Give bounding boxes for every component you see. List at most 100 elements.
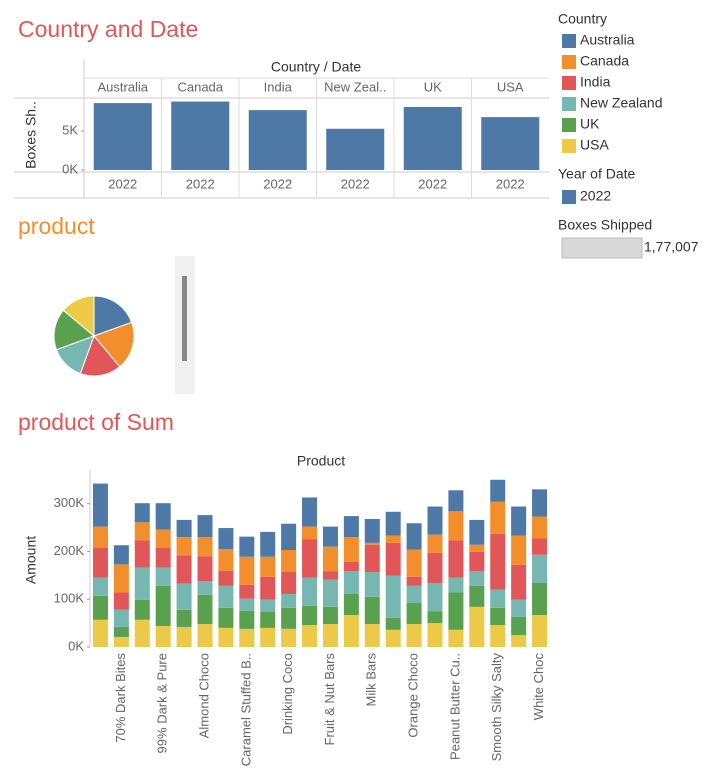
bar-segment bbox=[197, 594, 213, 625]
bar-segment bbox=[218, 585, 234, 608]
legend-label: UK bbox=[580, 116, 600, 132]
bar-segment bbox=[155, 567, 171, 586]
legend-swatch bbox=[562, 118, 576, 132]
bar-segment bbox=[113, 564, 129, 593]
bar-segment bbox=[239, 584, 255, 599]
bar-segment bbox=[469, 519, 485, 545]
pane-header: Canada bbox=[177, 79, 223, 94]
legend-label: 2022 bbox=[580, 188, 611, 204]
bar-segment bbox=[448, 592, 464, 630]
bar-segment bbox=[239, 628, 255, 647]
bar-segment bbox=[385, 617, 401, 630]
pane-header: UK bbox=[424, 79, 442, 94]
legend-label: Australia bbox=[580, 32, 635, 48]
bar-segment bbox=[511, 564, 527, 600]
bar-segment bbox=[281, 571, 297, 594]
bar-segment bbox=[260, 599, 276, 612]
bar-segment bbox=[406, 549, 422, 577]
chart-title: product of Sum bbox=[18, 409, 174, 435]
legend-title: Year of Date bbox=[558, 166, 636, 182]
y-tick-label: 5K bbox=[62, 123, 78, 138]
bar-segment bbox=[197, 624, 213, 647]
bar-segment bbox=[155, 547, 171, 568]
bar-segment bbox=[343, 561, 359, 572]
bar-segment bbox=[490, 607, 506, 626]
bar-segment bbox=[113, 636, 129, 647]
column-header: Country / Date bbox=[271, 59, 361, 75]
filter-title: Boxes Shipped bbox=[558, 217, 652, 233]
bar-segment bbox=[448, 511, 464, 541]
pane-header: New Zeal.. bbox=[324, 79, 386, 94]
bar-segment bbox=[197, 515, 213, 538]
x-tick-label: Almond Choco bbox=[196, 653, 211, 738]
y-tick-label: 300K bbox=[54, 495, 85, 510]
bar-segment bbox=[532, 489, 548, 517]
filter-value: 1,77,007 bbox=[644, 239, 699, 255]
bar-segment bbox=[448, 490, 464, 512]
bar-segment bbox=[322, 624, 338, 647]
range-slider[interactable] bbox=[561, 237, 643, 259]
bar-segment bbox=[92, 595, 108, 620]
bar-segment bbox=[511, 506, 527, 536]
bar-segment bbox=[385, 629, 401, 647]
bar-segment bbox=[281, 607, 297, 629]
bar-segment bbox=[176, 519, 192, 538]
bar-segment bbox=[364, 518, 380, 543]
legend-title: Country bbox=[558, 11, 607, 27]
x-tick-label: Fruit & Nut Bars bbox=[322, 653, 337, 746]
bar-segment bbox=[218, 571, 234, 586]
bar-segment bbox=[490, 533, 506, 590]
bar-segment bbox=[239, 556, 255, 585]
bar-segment bbox=[511, 635, 527, 647]
bar-segment bbox=[176, 609, 192, 627]
x-tick-label: Drinking Coco bbox=[280, 653, 295, 735]
y-tick-label: 100K bbox=[54, 591, 85, 606]
bar-segment bbox=[469, 606, 485, 647]
bar-segment bbox=[176, 583, 192, 610]
x-tick-label: Caramel Stuffed B.. bbox=[238, 653, 253, 766]
bar-segment bbox=[92, 547, 108, 578]
bar-segment bbox=[427, 534, 443, 553]
bar-segment bbox=[176, 555, 192, 584]
bar bbox=[326, 128, 385, 170]
y-tick-label: 0K bbox=[62, 161, 78, 176]
bar-segment bbox=[427, 552, 443, 583]
y-axis-label: Amount bbox=[23, 536, 39, 584]
x-tick-label: Milk Bars bbox=[364, 653, 379, 707]
pie-slice bbox=[93, 321, 135, 368]
chart-title: Country and Date bbox=[18, 16, 198, 42]
bar-segment bbox=[92, 483, 108, 527]
bar-segment bbox=[532, 614, 548, 647]
bar bbox=[171, 101, 230, 170]
bar-segment bbox=[281, 550, 297, 572]
y-axis-label: Boxes Sh.. bbox=[23, 101, 39, 169]
bar-segment bbox=[406, 576, 422, 586]
chart-title: product bbox=[18, 213, 95, 239]
pane-header: India bbox=[264, 79, 293, 94]
bar-segment bbox=[448, 629, 464, 647]
bar bbox=[481, 117, 540, 170]
bar-segment bbox=[92, 619, 108, 647]
bar-segment bbox=[302, 539, 318, 578]
scroll-thumb[interactable] bbox=[182, 276, 187, 361]
legend-label: New Zealand bbox=[580, 95, 663, 111]
x-tick-label: 2022 bbox=[418, 176, 447, 191]
bar bbox=[403, 107, 462, 170]
bar-segment bbox=[469, 571, 485, 586]
bar-segment bbox=[239, 536, 255, 557]
bar-segment bbox=[239, 610, 255, 629]
bar-segment bbox=[113, 609, 129, 627]
legend-label: Canada bbox=[580, 53, 629, 69]
legend-swatch bbox=[562, 34, 576, 48]
bar-segment bbox=[406, 624, 422, 647]
bar-segment bbox=[176, 626, 192, 647]
bar-segment bbox=[364, 571, 380, 597]
bar-segment bbox=[469, 544, 485, 552]
legend-swatch bbox=[562, 55, 576, 69]
bar-segment bbox=[218, 528, 234, 550]
bar-segment bbox=[92, 526, 108, 548]
bar-segment bbox=[532, 582, 548, 615]
bar-segment bbox=[385, 511, 401, 536]
legend-swatch bbox=[562, 139, 576, 153]
